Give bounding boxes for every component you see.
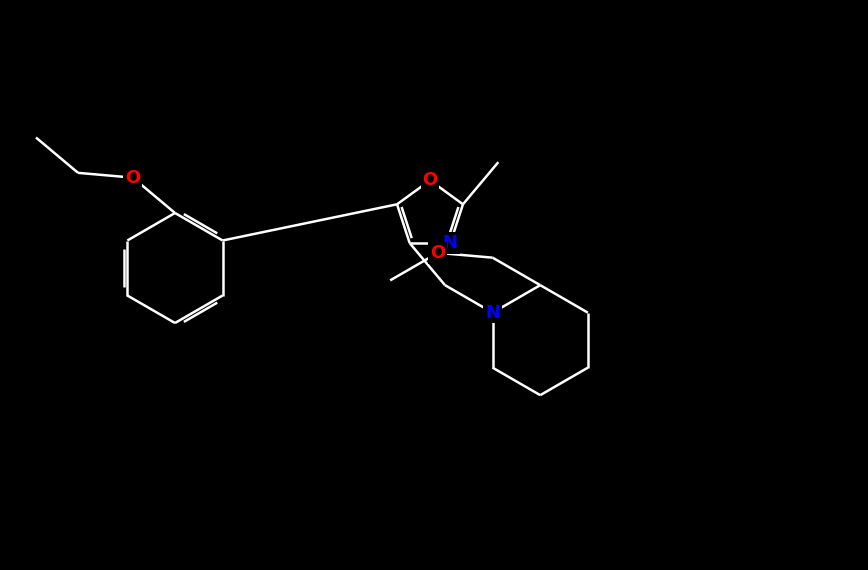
Text: N: N — [485, 304, 500, 321]
Text: N: N — [443, 234, 457, 252]
Text: O: O — [431, 244, 445, 262]
Text: O: O — [125, 169, 141, 186]
Text: O: O — [423, 172, 437, 189]
